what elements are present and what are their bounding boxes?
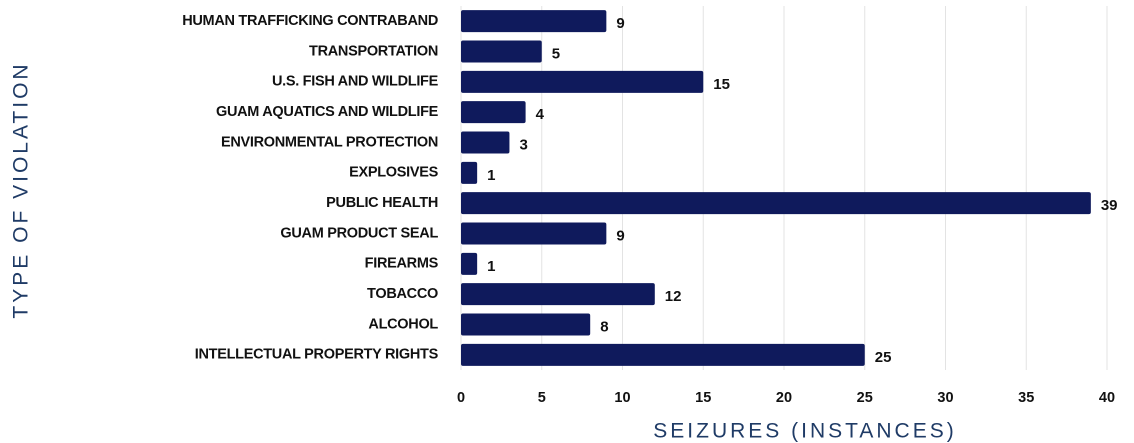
x-tick-label: 10 <box>614 390 630 406</box>
bar <box>461 222 607 245</box>
data-label: 4 <box>536 106 545 123</box>
data-label: 3 <box>519 136 527 153</box>
bar <box>461 101 526 124</box>
x-tick-label: 15 <box>695 390 711 406</box>
y-tick-label: ALCOHOL <box>368 316 438 332</box>
y-tick-label: EXPLOSIVES <box>349 165 438 181</box>
data-label: 9 <box>616 15 624 32</box>
data-label: 9 <box>616 227 624 244</box>
x-tick-label: 40 <box>1099 390 1115 406</box>
bar <box>461 70 704 93</box>
bar <box>461 10 607 33</box>
data-label: 5 <box>552 45 560 62</box>
data-label: 15 <box>713 76 730 93</box>
y-tick-label: U.S. FISH AND WILDLIFE <box>272 74 439 90</box>
x-tick-label: 0 <box>457 390 465 406</box>
x-tick-label: 5 <box>538 390 546 406</box>
y-axis-label: TYPE OF VIOLATION <box>10 61 33 318</box>
y-tick-label: GUAM PRODUCT SEAL <box>280 225 438 241</box>
x-tick-label: 30 <box>937 390 953 406</box>
y-tick-label: TOBACCO <box>367 286 438 302</box>
x-tick-label: 20 <box>776 390 792 406</box>
bar <box>461 343 865 366</box>
data-label: 1 <box>487 167 495 184</box>
y-tick-label: HUMAN TRAFFICKING CONTRABAND <box>182 13 438 29</box>
y-tick-label: TRANSPORTATION <box>309 43 438 59</box>
bar <box>461 192 1091 215</box>
y-tick-label: PUBLIC HEALTH <box>326 195 438 211</box>
y-tick-label: FIREARMS <box>365 256 439 272</box>
data-label: 8 <box>600 318 608 335</box>
bar <box>461 131 510 154</box>
y-tick-label: GUAM AQUATICS AND WILDLIFE <box>216 104 439 120</box>
y-tick-label: INTELLECTUAL PROPERTY RIGHTS <box>195 347 439 363</box>
bar <box>461 313 591 336</box>
x-tick-label: 35 <box>1018 390 1034 406</box>
data-label: 39 <box>1101 197 1118 214</box>
bar <box>461 40 542 63</box>
x-axis-label: SEIZURES (INSTANCES) <box>653 420 956 443</box>
data-label: 25 <box>875 349 892 366</box>
bar <box>461 252 478 275</box>
bar <box>461 283 655 306</box>
y-tick-label: ENVIRONMENTAL PROTECTION <box>221 134 438 150</box>
data-label: 12 <box>665 288 682 305</box>
bar <box>461 161 478 184</box>
x-tick-label: 25 <box>857 390 873 406</box>
data-label: 1 <box>487 258 495 275</box>
